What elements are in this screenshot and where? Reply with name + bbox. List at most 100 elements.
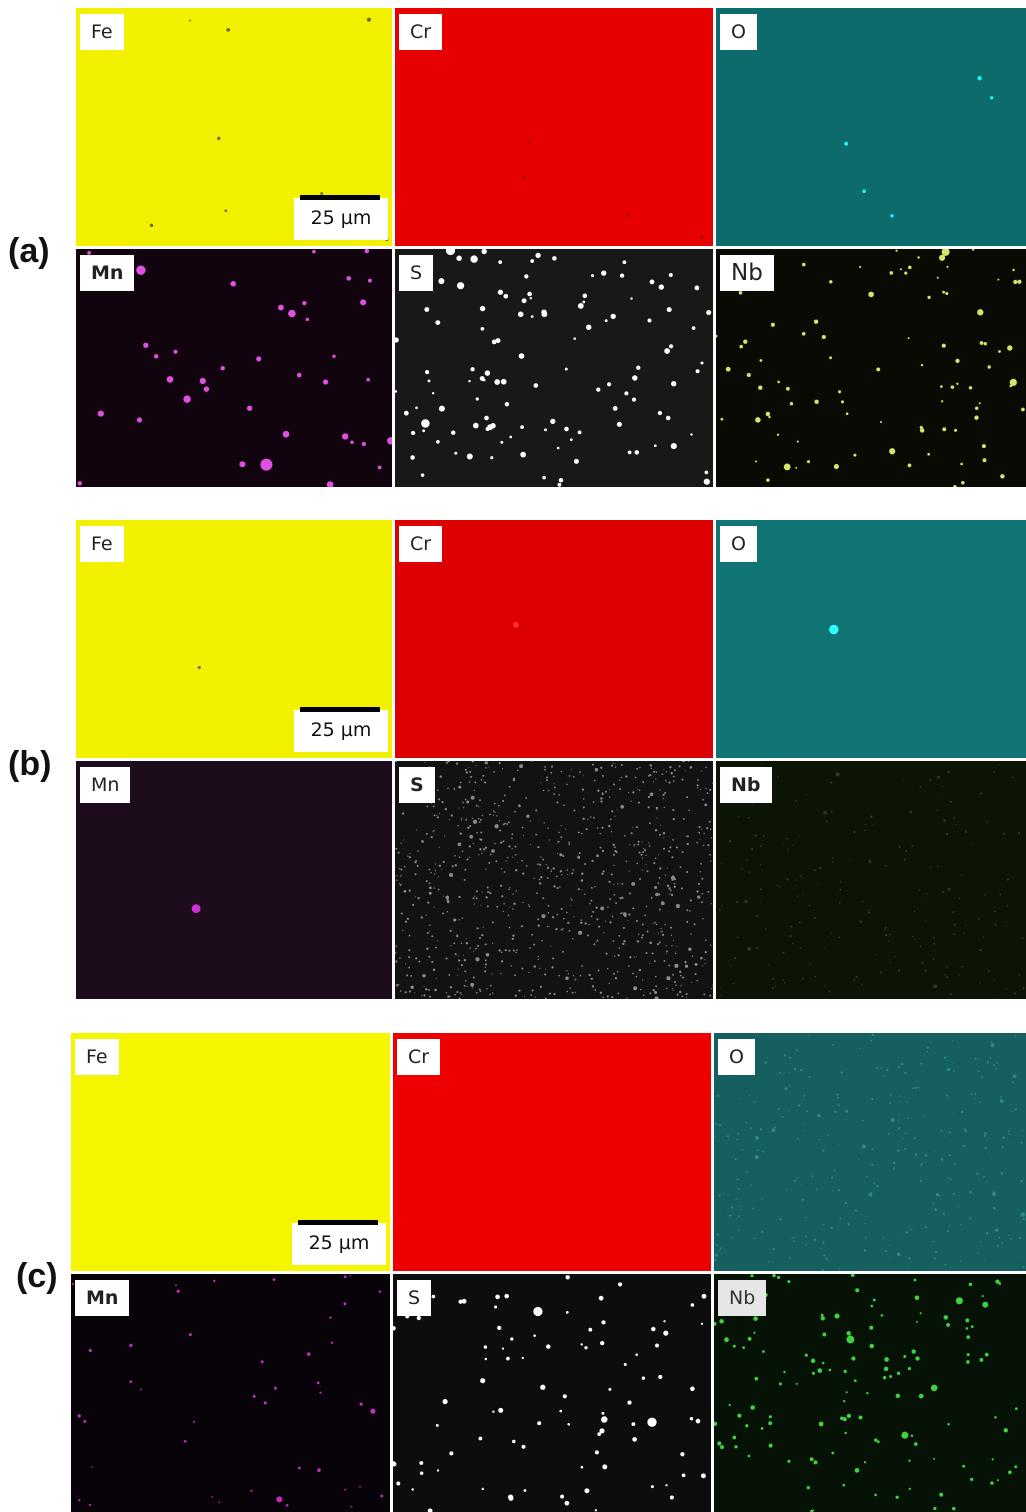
particle <box>527 904 530 906</box>
particle <box>407 855 409 857</box>
particle <box>508 845 511 848</box>
particle <box>743 339 748 344</box>
particle <box>834 1313 840 1319</box>
particle <box>982 1301 989 1308</box>
particle <box>655 1343 659 1348</box>
particle <box>556 913 559 916</box>
particle <box>360 299 367 306</box>
particle <box>480 1378 486 1384</box>
particle <box>674 952 677 955</box>
particle <box>721 863 723 865</box>
particle <box>750 1405 755 1410</box>
particle <box>537 955 540 958</box>
particle <box>658 893 661 896</box>
particle <box>616 809 618 811</box>
particle <box>450 814 453 817</box>
particle <box>783 981 786 984</box>
particle <box>732 1344 736 1348</box>
particle <box>630 832 633 835</box>
element-label: Mn <box>80 767 131 803</box>
particle <box>484 943 487 946</box>
particle <box>994 1416 997 1419</box>
particle <box>592 763 594 766</box>
particle <box>718 1123 721 1127</box>
particle <box>847 1223 850 1226</box>
particle <box>458 919 460 921</box>
particle <box>864 829 866 832</box>
particle <box>670 934 673 937</box>
particle <box>483 848 486 851</box>
particle <box>899 268 902 271</box>
particle <box>876 367 881 372</box>
particle <box>398 984 400 986</box>
particle <box>502 840 505 843</box>
particle <box>833 464 839 470</box>
particle <box>613 894 616 896</box>
particle <box>816 883 819 886</box>
particle <box>880 1067 883 1069</box>
particle <box>514 974 516 977</box>
particle <box>833 1169 836 1172</box>
particle <box>843 1400 846 1403</box>
particle <box>550 771 553 774</box>
particle <box>612 853 616 856</box>
particle <box>428 930 430 932</box>
particle <box>564 1500 570 1506</box>
particle <box>609 921 612 924</box>
particle <box>970 1477 974 1482</box>
particle <box>795 1049 798 1052</box>
particle <box>461 1298 467 1304</box>
particle <box>556 852 559 855</box>
particle <box>641 841 643 843</box>
particle <box>378 1290 382 1293</box>
particle <box>984 1352 989 1357</box>
particle <box>675 904 680 909</box>
particle <box>594 1450 599 1455</box>
particle <box>91 1466 93 1468</box>
particle <box>427 901 430 904</box>
particle <box>317 1468 321 1472</box>
particle <box>464 768 467 771</box>
particle <box>996 1245 999 1248</box>
particle <box>562 1394 567 1399</box>
particle <box>619 273 625 278</box>
particle <box>651 952 654 955</box>
particle <box>924 1226 927 1229</box>
particle <box>1017 831 1021 835</box>
particle-layer <box>77 249 392 487</box>
particle <box>653 862 656 865</box>
particle <box>991 1157 993 1159</box>
particle <box>537 924 540 927</box>
particle <box>664 348 670 354</box>
particle <box>637 801 641 804</box>
particle <box>701 828 703 830</box>
particle <box>630 297 633 300</box>
particle <box>813 1460 818 1465</box>
particle <box>707 844 710 847</box>
particle <box>913 1278 917 1282</box>
particle <box>539 967 541 969</box>
particle <box>798 834 800 836</box>
particle <box>1017 279 1022 284</box>
particle <box>628 965 630 967</box>
particle <box>421 840 424 843</box>
particle <box>525 865 528 867</box>
particle <box>809 963 811 965</box>
particle <box>668 850 671 853</box>
particle <box>682 976 685 979</box>
particle <box>564 426 569 432</box>
particle <box>663 1330 669 1336</box>
particle <box>486 886 489 889</box>
particle <box>898 1127 901 1130</box>
particle <box>927 295 931 300</box>
particle <box>447 761 450 763</box>
particle <box>940 385 943 388</box>
particle <box>804 1216 807 1219</box>
particle <box>570 905 572 907</box>
particle <box>707 890 710 893</box>
particle <box>864 1222 866 1225</box>
particle <box>673 885 676 888</box>
particle <box>487 891 490 894</box>
particle <box>425 880 428 882</box>
particle <box>494 811 496 813</box>
